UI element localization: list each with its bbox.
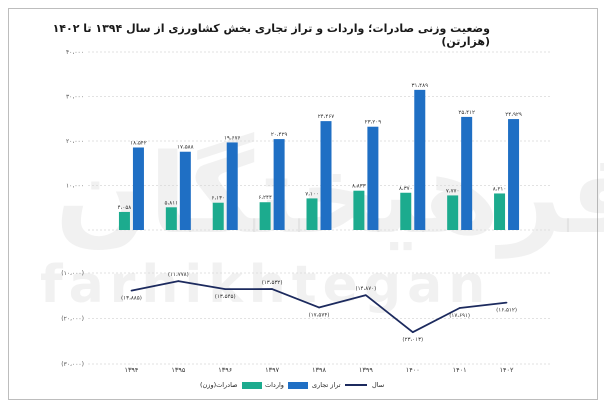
bar-exports	[259, 202, 271, 230]
balance-label: (۱۳،۸۸۵)	[121, 296, 142, 302]
balance-point	[458, 307, 461, 309]
legend-year-label: سال	[372, 381, 385, 389]
bar-exports-label: ۴،۰۵۸	[118, 205, 132, 211]
x-tick-label: ۱۴۰۲	[500, 366, 514, 374]
bar-exports-label: ۷،۱۰۰	[305, 191, 319, 197]
bar-imports-label: ۲۴،۴۶۷	[318, 114, 335, 120]
bar-imports	[179, 151, 191, 230]
balance-point	[365, 294, 367, 296]
legend-balance: تراز تجاری	[312, 378, 367, 392]
legend-balance-label: تراز تجاری	[312, 381, 341, 389]
bar-imports-label: ۲۰،۴۲۹	[271, 132, 288, 138]
bar-imports	[273, 139, 285, 230]
balance-label: (۱۷،۵۷۴)	[309, 312, 330, 318]
bar-exports	[118, 211, 130, 230]
balance-point	[411, 331, 414, 334]
legend-imports-label: واردات	[265, 381, 284, 389]
bar-imports	[320, 121, 332, 230]
balance-point	[505, 301, 508, 304]
bar-exports	[447, 195, 459, 230]
bar-exports	[353, 190, 365, 230]
chart-title: وضعیت وزنی صادرات؛ واردات و تراز تجاری ب…	[52, 22, 490, 48]
x-tick-label: ۱۳۹۵	[171, 366, 185, 374]
balance-point	[130, 289, 133, 292]
legend-balance-swatch	[344, 384, 367, 386]
x-tick-label: ۱۳۹۸	[312, 366, 326, 374]
balance-label: (۱۳،۵۳۲)	[262, 280, 283, 286]
bar-exports-label: ۶،۱۳۰	[211, 196, 225, 202]
bar-ytick-label: ۱۰،۰۰۰	[66, 183, 84, 190]
bar-exports	[165, 207, 177, 230]
bar-imports-label: ۲۳،۲۰۹	[365, 120, 382, 126]
legend-exports-swatch	[241, 381, 262, 389]
bar-imports	[508, 119, 520, 230]
x-tick-label: ۱۳۹۴	[124, 366, 138, 374]
bar-imports	[367, 126, 379, 230]
balance-line	[131, 280, 507, 334]
balance-label: (۱۱،۷۷۸)	[168, 272, 189, 278]
bar-imports	[226, 142, 238, 230]
bar-ytick-label: ۲۰،۰۰۰	[66, 138, 84, 145]
bar-imports-label: ۱۹،۶۷۶	[224, 135, 241, 141]
balance-point	[224, 288, 227, 290]
legend-imports-swatch	[287, 381, 308, 389]
bar-imports-label: ۲۵،۴۱۲	[458, 110, 475, 116]
bar-exports-label: ۸،۲۱۰	[493, 186, 507, 192]
bar-exports-label: ۸،۳۷۰	[399, 186, 413, 192]
balance-label: (۱۶،۵۱۲)	[496, 308, 517, 314]
balance-point	[177, 280, 180, 282]
bar-imports-label: ۱۷،۵۸۸	[177, 145, 194, 151]
bar-exports-label: ۷،۷۷۰	[446, 188, 460, 194]
balance-label: (۱۷،۶۹۱)	[449, 313, 470, 319]
bar-exports	[400, 192, 412, 230]
balance-label: (۱۴،۸۷۰)	[355, 286, 376, 292]
bar-imports	[132, 147, 144, 230]
x-tick-label: ۱۴۰۱	[453, 366, 467, 374]
balance-point	[271, 288, 273, 290]
bar-exports-label: ۶،۲۴۴	[258, 195, 272, 201]
balance-point	[318, 306, 320, 309]
line-ytick-label: (۳۰،۰۰۰)	[61, 361, 84, 368]
bar-exports-label: ۸،۸۳۳	[352, 184, 366, 190]
bar-imports-label: ۳۱،۴۸۹	[412, 83, 429, 89]
bar-ytick-label: ۴۰،۰۰۰	[66, 49, 84, 56]
line-ytick-label: (۲۰،۰۰۰)	[61, 316, 84, 323]
line-ytick-label: (۱۰،۰۰۰)	[61, 270, 84, 277]
legend-exports: صادرات(وزن)	[200, 378, 262, 392]
watermark-latin: farhikhtegan	[40, 255, 492, 315]
x-tick-label: ۱۳۹۹	[359, 366, 373, 374]
bar-imports	[414, 89, 426, 230]
balance-label: (۱۳،۵۴۵)	[215, 294, 236, 300]
x-tick-label: ۱۳۹۶	[218, 366, 232, 374]
bar-imports-label: ۱۸،۵۴۲	[130, 140, 147, 146]
bar-exports	[494, 193, 506, 230]
bar-exports-label: ۵،۸۱۱	[165, 200, 179, 206]
legend-year: سال	[372, 378, 384, 392]
balance-label: (۲۳،۰۱۳)	[402, 337, 423, 343]
bar-ytick-label: ۳۰،۰۰۰	[66, 94, 84, 101]
bar-imports	[461, 116, 473, 230]
bar-exports	[212, 202, 224, 230]
bar-imports-label: ۲۴،۹۲۹	[505, 112, 522, 118]
x-tick-label: ۱۳۹۷	[265, 366, 279, 374]
legend-exports-label: صادرات(وزن)	[200, 381, 238, 389]
bar-exports	[306, 198, 318, 230]
legend-imports: واردات	[265, 378, 308, 392]
x-tick-label: ۱۴۰۰	[406, 366, 420, 374]
